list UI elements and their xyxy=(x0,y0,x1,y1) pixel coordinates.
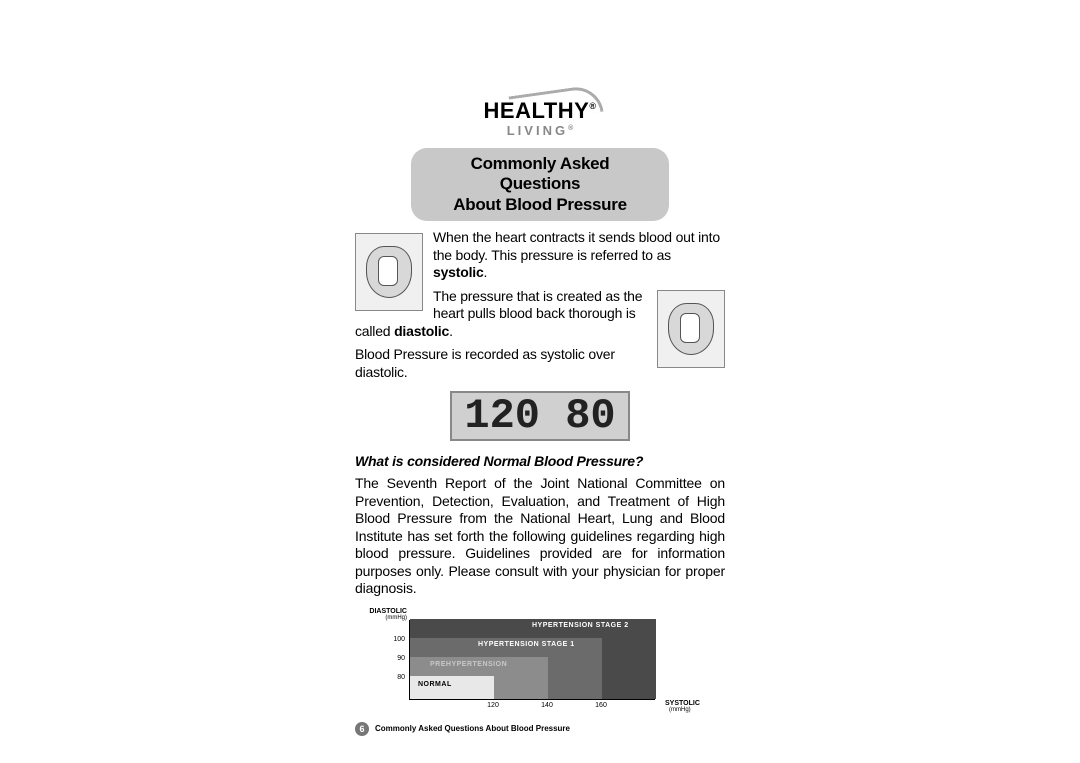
page-number-badge: 6 xyxy=(355,722,369,736)
document-page: HEALTHY® LIVING® Commonly Asked Question… xyxy=(355,98,725,763)
intro-content: When the heart contracts it sends blood … xyxy=(355,229,725,387)
y-tick-label: 90 xyxy=(387,655,405,662)
x-axis-unit: (mmHg) xyxy=(669,707,691,713)
chart-layer-label: HYPERTENSION STAGE 2 xyxy=(532,622,629,629)
para1-text: When the heart contracts it sends blood … xyxy=(433,229,720,263)
chart-layer-label: PREHYPERTENSION xyxy=(430,661,507,668)
heading-line-2: About Blood Pressure xyxy=(429,195,651,215)
logo-block: HEALTHY® LIVING® xyxy=(355,98,725,142)
logo-sub-text: LIVING xyxy=(507,123,568,138)
logo-sub: LIVING® xyxy=(507,123,574,138)
para1-bold: systolic xyxy=(433,264,484,280)
para2-end: . xyxy=(449,323,453,339)
footer-text: Commonly Asked Questions About Blood Pre… xyxy=(375,724,570,733)
logo-main: HEALTHY® xyxy=(484,98,597,124)
heart-diastolic-icon xyxy=(657,290,725,368)
x-tick-label: 160 xyxy=(589,702,613,709)
heart-systolic-icon xyxy=(355,233,423,311)
chart-plot-area: HYPERTENSION STAGE 2 HYPERTENSION STAGE 1… xyxy=(409,620,655,700)
chart-layer-label: NORMAL xyxy=(418,681,452,688)
body-paragraph: The Seventh Report of the Joint National… xyxy=(355,475,725,598)
page-footer: 6 Commonly Asked Questions About Blood P… xyxy=(355,722,725,736)
x-axis-title: SYSTOLIC xyxy=(665,700,700,707)
y-axis-title: DIASTOLIC xyxy=(351,608,407,615)
bp-category-chart: DIASTOLIC (mmHg) HYPERTENSION STAGE 2HYP… xyxy=(409,608,725,718)
logo-reg-mark: ® xyxy=(589,101,596,111)
x-tick-label: 140 xyxy=(535,702,559,709)
lcd-display-row: 120 80 xyxy=(355,391,725,441)
section-heading-pill: Commonly Asked Questions About Blood Pre… xyxy=(411,148,669,221)
para1-end: . xyxy=(484,264,488,280)
subheading: What is considered Normal Blood Pressure… xyxy=(355,453,725,469)
y-axis-unit: (mmHg) xyxy=(351,615,407,621)
logo-sub-reg: ® xyxy=(568,125,573,132)
y-tick-label: 80 xyxy=(387,674,405,681)
para2-bold: diastolic xyxy=(394,323,449,339)
lcd-reading: 120 80 xyxy=(450,391,629,441)
heading-line-1: Commonly Asked Questions xyxy=(429,154,651,195)
y-tick-label: 100 xyxy=(387,636,405,643)
chart-layer-label: HYPERTENSION STAGE 1 xyxy=(478,641,575,648)
x-tick-label: 120 xyxy=(481,702,505,709)
